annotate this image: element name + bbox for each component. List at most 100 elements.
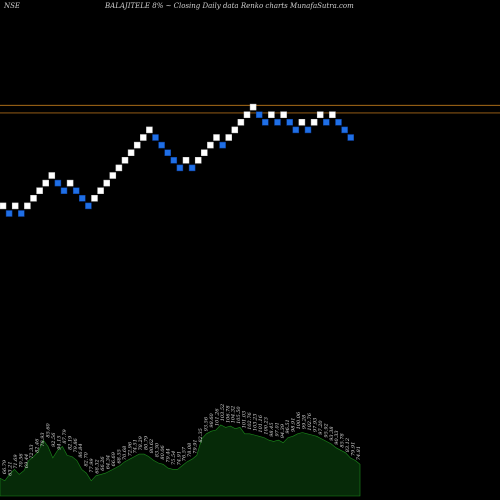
volume-value-label: 70.56: [18, 453, 24, 468]
volume-value-label: 64.34: [106, 455, 112, 469]
volume-value-label: 94.39: [280, 423, 286, 438]
renko-brick-down: [158, 141, 165, 149]
renko-brick-up: [36, 187, 43, 194]
renko-brick-up: [140, 134, 147, 141]
volume-value-label: 85.60: [46, 422, 52, 437]
volume-value-label: 90.33: [334, 430, 340, 444]
volume-value-label: 74.51: [133, 439, 139, 453]
renko-brick-up: [48, 172, 56, 179]
volume-area: [0, 424, 361, 497]
volume-value-label: 82.19: [67, 435, 73, 450]
renko-bricks: [0, 103, 354, 217]
renko-brick-up: [310, 119, 318, 126]
volume-value-label: 79.86: [73, 437, 79, 452]
renko-brick-up: [243, 111, 251, 118]
volume-value-label: 106.78: [225, 406, 231, 424]
volume-value-label: 72.33: [29, 444, 35, 458]
renko-brick-down: [323, 119, 330, 126]
volume-value-label: 79.91: [193, 439, 199, 453]
volume-value-label: 71.69: [13, 454, 19, 469]
volume-value-label: 87.79: [62, 428, 68, 443]
volume-value-label: 74.81: [356, 446, 362, 460]
volume-value-label: 78.93: [40, 432, 46, 446]
volume-value-label: 101.26: [214, 408, 220, 426]
volume-value-label: 97.20: [318, 420, 324, 435]
renko-brick-up: [280, 111, 287, 118]
renko-brick-down: [170, 157, 178, 164]
renko-brick-up: [133, 141, 141, 149]
volume-value-label: 80.06: [160, 444, 166, 459]
volume-value-label: 77.99: [89, 458, 95, 473]
volume-value-label: 70.68: [122, 446, 128, 460]
renko-brick-down: [304, 126, 312, 134]
volume-value-label: 69.44: [24, 454, 30, 468]
renko-brick-down: [176, 164, 184, 172]
volume-value-label: 72.96: [127, 441, 133, 456]
volume-value-label: 68.32: [95, 459, 101, 473]
volume-value-label: 80.62: [149, 439, 155, 453]
renko-brick-up: [182, 157, 190, 164]
volume-value-label: 75.54: [171, 451, 177, 465]
renko-brick-down: [79, 195, 86, 202]
volume-value-label: 94.15: [57, 435, 63, 449]
volume-value-label: 82.70: [84, 451, 90, 466]
volume-value-label: 104.32: [231, 406, 237, 424]
volume-value-label: 85.78: [340, 433, 346, 447]
volume-value-label: 63.21: [7, 461, 13, 475]
volume-value-label: 78.08: [187, 443, 193, 457]
volume-value-label: 86.84: [78, 443, 84, 457]
renko-brick-down: [219, 141, 226, 149]
renko-brick-up: [201, 149, 208, 156]
volume-value-label: 105.50: [236, 406, 242, 424]
renko-brick-up: [146, 126, 153, 134]
volume-value-label: 100.23: [263, 417, 269, 435]
volume-value-label: 98.60: [209, 412, 215, 427]
renko-brick-down: [18, 210, 25, 217]
renko-brick-up: [329, 111, 336, 118]
volume-value-label: 76.57: [182, 446, 188, 461]
renko-brick-down: [262, 119, 269, 126]
volume-value-label: 100.06: [296, 411, 302, 429]
renko-brick-down: [341, 126, 348, 134]
renko-brick-up: [231, 126, 239, 134]
renko-brick-down: [85, 202, 92, 210]
renko-brick-down: [292, 126, 300, 134]
renko-brick-up: [11, 202, 19, 210]
renko-brick-up: [194, 157, 202, 164]
volume-value-label: 80.79: [144, 435, 150, 450]
volume-value-label: 66.69: [111, 451, 117, 466]
exchange-label: NSE: [4, 2, 21, 10]
volume-value-label: 93.56: [204, 416, 210, 431]
volume-value-label: 97.01: [274, 422, 280, 436]
volume-value-label: 82.46: [35, 438, 41, 453]
renko-brick-up: [97, 187, 104, 194]
volume-value-label: 102.76: [247, 411, 253, 429]
renko-brick-down: [60, 187, 68, 194]
volume-value-label: 101.16: [258, 414, 264, 432]
volume-value-label: 103.52: [220, 404, 226, 422]
renko-brick-down: [255, 111, 263, 118]
renko-brick-up: [42, 179, 49, 187]
volume-value-label: 78.29: [138, 435, 144, 450]
renko-brick-up: [249, 103, 257, 111]
renko-brick-up: [0, 202, 7, 210]
volume-value-label: 68.55: [116, 449, 122, 463]
renko-brick-up: [127, 149, 135, 156]
volume-value-label: 99.28: [302, 415, 308, 429]
renko-brick-down: [164, 149, 171, 156]
renko-brick-up: [24, 202, 31, 210]
volume-value-label: 103.23: [253, 414, 259, 432]
renko-brick-up: [225, 134, 232, 141]
renko-brick-down: [347, 134, 354, 141]
renko-brick-down: [286, 119, 293, 126]
volume-value-label: 83.30: [155, 442, 161, 457]
renko-brick-up: [30, 195, 37, 202]
renko-brick-up: [121, 157, 129, 164]
renko-brick-down: [5, 210, 13, 217]
volume-value-label: 74.91: [176, 451, 182, 465]
renko-brick-down: [274, 119, 281, 126]
renko-brick-up: [268, 111, 275, 118]
volume-value-label: 101.03: [242, 411, 248, 429]
volume-value-label: 92.56: [51, 432, 57, 447]
